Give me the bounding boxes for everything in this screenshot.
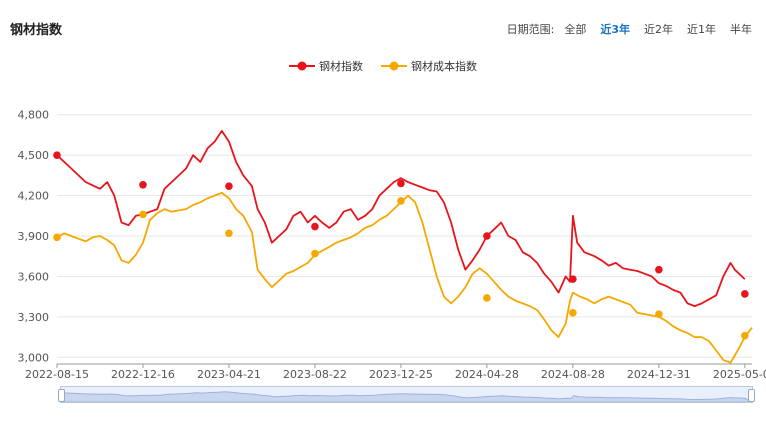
x-tick-label: 2023-08-22 (283, 368, 347, 381)
zoom-handle-right[interactable] (748, 389, 755, 402)
data-point-cost-index (483, 294, 491, 302)
x-tick-label: 2024-08-28 (541, 368, 605, 381)
data-point-cost-index (655, 310, 663, 318)
x-tick-label: 2022-12-16 (111, 368, 175, 381)
data-point-steel-index (569, 275, 577, 283)
data-point-steel-index (655, 265, 663, 274)
data-point-cost-index (741, 331, 749, 340)
y-tick-label: 3,900 (18, 230, 50, 243)
data-point-cost-index (569, 309, 577, 317)
y-tick-label: 4,500 (18, 149, 50, 162)
range-option-all[interactable]: 全部 (564, 23, 587, 36)
data-point-steel-index (397, 179, 405, 188)
series-line-cost-index (56, 192, 753, 364)
zoom-slider[interactable] (58, 386, 755, 403)
legend-label-cost: 钢材成本指数 (411, 60, 477, 73)
chart-title: 钢材指数 (10, 23, 63, 38)
x-tick-label: 2022-08-15 (25, 368, 89, 381)
data-point-cost-index (225, 229, 233, 238)
range-option-3y[interactable]: 近3年 (600, 23, 630, 36)
data-point-cost-index (139, 210, 147, 219)
y-tick-label: 4,200 (18, 190, 50, 203)
y-tick-label: 3,600 (18, 270, 50, 283)
date-range-label: 日期范围: (506, 23, 555, 36)
y-tick-label: 3,000 (18, 351, 50, 364)
zoom-handle-left[interactable] (58, 389, 65, 402)
x-tick-label: 2023-04-21 (197, 368, 261, 381)
y-tick-label: 4,800 (18, 109, 50, 122)
data-point-steel-index (741, 290, 749, 298)
chart-legend: 钢材指数 钢材成本指数 (0, 58, 766, 74)
legend-item-cost-index[interactable]: 钢材成本指数 (381, 58, 477, 74)
zoom-preview (61, 391, 752, 402)
x-tick-label: 2025-05-09 (713, 368, 766, 381)
x-tick-label: 2024-12-31 (627, 368, 691, 381)
legend-swatch-steel (289, 61, 315, 71)
data-point-steel-index (139, 181, 147, 189)
series-line-steel-index (56, 130, 746, 307)
legend-label-steel: 钢材指数 (319, 60, 363, 73)
data-point-cost-index (53, 233, 61, 242)
range-option-1y[interactable]: 近1年 (687, 23, 716, 36)
legend-swatch-cost (381, 61, 407, 71)
data-point-cost-index (397, 197, 405, 205)
date-range-selector: 日期范围: 全部 近3年 近2年 近1年 半年 (507, 21, 752, 37)
range-option-half-year[interactable]: 半年 (730, 23, 752, 36)
data-point-steel-index (53, 151, 61, 159)
y-tick-label: 3,300 (18, 311, 50, 324)
data-point-steel-index (483, 232, 491, 240)
legend-item-steel-index[interactable]: 钢材指数 (289, 58, 363, 74)
x-tick-label: 2023-12-25 (369, 368, 433, 381)
x-tick-label: 2024-04-28 (455, 368, 519, 381)
data-point-steel-index (311, 222, 319, 231)
data-point-steel-index (225, 182, 233, 190)
range-option-2y[interactable]: 近2年 (644, 23, 673, 36)
data-point-cost-index (311, 249, 319, 258)
